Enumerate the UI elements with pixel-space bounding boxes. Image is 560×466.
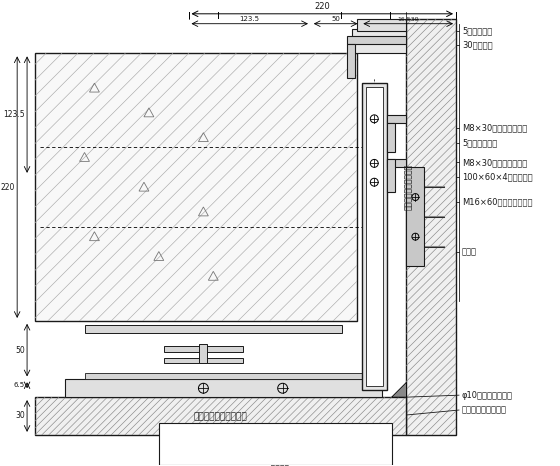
Bar: [366, 87, 382, 386]
Polygon shape: [391, 382, 407, 397]
Bar: [35, 397, 407, 435]
Bar: [347, 35, 407, 43]
Bar: [164, 357, 243, 363]
Text: 220: 220: [1, 183, 15, 192]
Bar: [347, 43, 355, 78]
Bar: [65, 379, 382, 397]
Text: 50: 50: [331, 16, 340, 22]
Text: 23厚花岗石: 23厚花岗石: [261, 456, 290, 465]
Bar: [407, 19, 456, 435]
Bar: [352, 29, 407, 54]
Text: M8×30不锈钢对穿螺栓: M8×30不锈钢对穿螺栓: [462, 123, 527, 132]
Bar: [164, 346, 243, 351]
Text: 石材专用密封填缝胶: 石材专用密封填缝胶: [462, 405, 507, 415]
Text: 123.5: 123.5: [3, 110, 25, 119]
Text: 石材幕墙横向分格尺寸: 石材幕墙横向分格尺寸: [404, 164, 413, 210]
Bar: [407, 167, 424, 267]
Bar: [85, 373, 362, 379]
Text: 30: 30: [15, 411, 25, 420]
Bar: [159, 423, 391, 465]
Text: M8×30不锈钢对穿螺栓: M8×30不锈钢对穿螺栓: [462, 158, 527, 167]
Text: M16×60不锈钢对穿螺栓: M16×60不锈钢对穿螺栓: [462, 198, 533, 206]
Bar: [199, 343, 207, 363]
Bar: [35, 54, 357, 321]
Text: 123.5: 123.5: [240, 16, 260, 22]
Text: 220: 220: [314, 2, 330, 11]
Bar: [386, 159, 407, 167]
Text: 4厚铝合金专用石材挂件: 4厚铝合金专用石材挂件: [250, 435, 301, 444]
Text: 预埋件: 预埋件: [462, 247, 477, 256]
Bar: [386, 159, 395, 192]
Bar: [35, 397, 407, 435]
Text: 5号角钢横梁: 5号角钢横梁: [462, 26, 492, 35]
Bar: [362, 83, 386, 390]
Text: 50: 50: [15, 346, 25, 355]
Text: φ10聚乙烯发泡垫杆: φ10聚乙烯发泡垫杆: [462, 391, 513, 400]
Text: 16.530: 16.530: [398, 17, 419, 22]
Bar: [35, 54, 357, 321]
Text: 100×60×4镀锌钢方管: 100×60×4镀锌钢方管: [462, 173, 533, 182]
Text: 聚四氟乙烯隔片: 聚四氟乙烯隔片: [259, 445, 291, 455]
Text: 5号角钢连接件: 5号角钢连接件: [462, 138, 497, 147]
Text: 6.5: 6.5: [14, 382, 25, 388]
Bar: [407, 19, 456, 435]
Bar: [85, 325, 342, 333]
Bar: [386, 115, 407, 123]
Text: 5厚铝合金专用石材挂件: 5厚铝合金专用石材挂件: [250, 425, 301, 434]
Text: 30厚花岗石: 30厚花岗石: [462, 40, 493, 49]
Bar: [386, 123, 395, 152]
Bar: [357, 19, 407, 31]
Text: 石材幕墙横向分格尺寸: 石材幕墙横向分格尺寸: [194, 412, 248, 421]
